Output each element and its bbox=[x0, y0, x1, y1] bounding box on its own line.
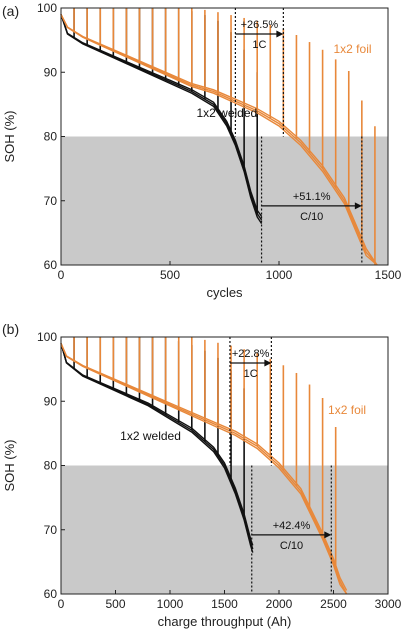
panel-b-ylabel: SOH (%) bbox=[2, 440, 17, 492]
panel-a-xtick-label: 1000 bbox=[266, 268, 293, 282]
panel-a-ytick-label: 80 bbox=[44, 130, 58, 144]
panel-b-ticks: 0 500 1000 1500 2000 2500 3000 60 70 80 90 100 bbox=[37, 330, 402, 611]
panel-a-label-foil: 1x2 foil bbox=[334, 42, 372, 56]
panel-a-ytick-label: 90 bbox=[44, 65, 58, 79]
panel-b-annotations: +22.8% 1C +42.4% C/10 1x2 welded 1x2 foil bbox=[120, 337, 366, 594]
panel-a-bottom-arrow-head bbox=[354, 202, 362, 210]
panel-b-series bbox=[60, 337, 348, 595]
panel-a-top-pct: +26.5% bbox=[241, 19, 279, 31]
panel-b-xlabel: charge throughput (Ah) bbox=[158, 614, 292, 629]
panel-b-label: (b) bbox=[2, 321, 19, 337]
panel-b-label-welded: 1x2 welded bbox=[120, 429, 181, 443]
panel-b-shaded-region bbox=[61, 465, 388, 594]
panel-b-xtick-label: 1500 bbox=[211, 597, 238, 611]
panel-b-ytick-label: 70 bbox=[44, 523, 58, 537]
panel-b-ytick-label: 60 bbox=[44, 587, 58, 601]
panel-b-foil-line bbox=[60, 343, 348, 591]
panel-a-label: (a) bbox=[2, 3, 19, 19]
panel-b-label-foil: 1x2 foil bbox=[328, 403, 366, 417]
panel-a-annotations: +26.5% 1C +51.1% C/10 1x2 welded 1x2 foil bbox=[196, 8, 372, 265]
panel-b-xtick-label: 500 bbox=[105, 597, 125, 611]
panel-b-ytick-label: 100 bbox=[37, 330, 57, 344]
panel-a-xtick-label: 1500 bbox=[375, 268, 402, 282]
panel-a-top-rate: 1C bbox=[252, 39, 266, 51]
panel-b-bottom-arrow-head bbox=[324, 531, 332, 539]
panel-a-ytick-label: 100 bbox=[37, 1, 57, 15]
panel-b-xtick-label: 2000 bbox=[266, 597, 293, 611]
panel-a-xtick-label: 500 bbox=[160, 268, 180, 282]
panel-b: (b) 0 500 1000 1500 2000 2500 300060708090100 … bbox=[2, 321, 402, 629]
panel-a-ticks: 0 500 1000 1500 60 70 80 90 100 bbox=[37, 1, 402, 282]
panel-b-ytick-label: 90 bbox=[44, 394, 58, 408]
panel-b-top-pct: +22.8% bbox=[232, 348, 270, 360]
panel-b-xtick-label: 2500 bbox=[320, 597, 347, 611]
panel-a-top-arrow-head bbox=[276, 30, 284, 38]
panel-b-ytick-label: 80 bbox=[44, 459, 58, 473]
panel-a-xtick-label: 0 bbox=[58, 268, 65, 282]
panel-a-xlabel: cycles bbox=[206, 285, 243, 300]
panel-a-label-welded: 1x2 welded bbox=[196, 106, 257, 120]
panel-a-shaded-region bbox=[61, 136, 388, 265]
panel-a-ytick-label: 70 bbox=[44, 194, 58, 208]
panel-b-xtick-label: 1000 bbox=[157, 597, 184, 611]
panel-a-ylabel: SOH (%) bbox=[2, 111, 17, 163]
panel-b-bottom-pct: +42.4% bbox=[273, 520, 311, 532]
panel-a-bottom-rate: C/10 bbox=[300, 211, 323, 223]
panel-b-top-arrow-head bbox=[264, 359, 272, 367]
panel-a-series bbox=[60, 8, 378, 266]
panel-a-frame bbox=[60, 7, 389, 266]
panel-a-ytick-label: 60 bbox=[44, 258, 58, 272]
panel-b-top-rate: 1C bbox=[244, 368, 258, 380]
panel-b-xtick-label: 0 bbox=[58, 597, 65, 611]
panel-a-shade-rect bbox=[61, 136, 388, 265]
panel-b-xtick-label: 3000 bbox=[375, 597, 402, 611]
panel-b-frame bbox=[60, 336, 389, 595]
panel-b-bottom-rate: C/10 bbox=[280, 540, 303, 552]
panel-a-bottom-pct: +51.1% bbox=[293, 191, 331, 203]
panel-b-shade-rect bbox=[61, 465, 388, 594]
panel-a: (a) 0 500 1000 1500 60 70 80 90 100 +26.5% 1C +51.… bbox=[2, 1, 402, 300]
